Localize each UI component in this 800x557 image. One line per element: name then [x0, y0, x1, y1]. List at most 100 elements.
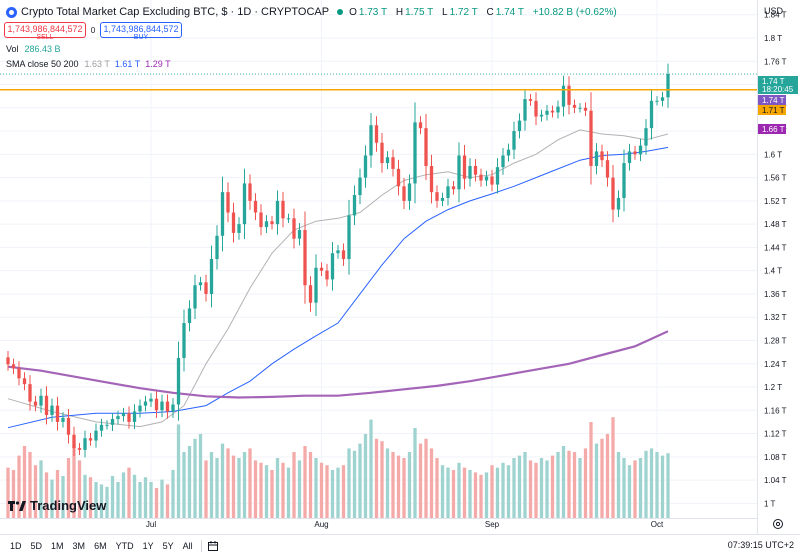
sma-legend[interactable]: SMA close 50 200 1.63 T 1.61 T 1.29 T — [6, 59, 171, 69]
volume-bar — [638, 458, 643, 518]
ohlc-values: O 1.73 T H 1.75 T L 1.72 T C 1.74 T +10.82 B… — [349, 7, 623, 18]
range-6m[interactable]: 6M — [94, 541, 107, 551]
toolbar-divider — [200, 540, 202, 552]
last-price-badge — [758, 76, 798, 94]
candle-body — [506, 149, 511, 156]
candle-body — [83, 438, 87, 450]
range-1y[interactable]: 1Y — [142, 541, 154, 551]
volume-bar — [127, 467, 131, 518]
sell-button[interactable]: 1,743,986,844,572 SELL — [4, 22, 86, 41]
volume-bar — [286, 467, 291, 518]
range-5y[interactable]: 5Y — [162, 541, 174, 551]
y-tick-label: 1.36 T — [764, 290, 787, 299]
candle-body — [594, 151, 599, 166]
volume-bar — [160, 479, 164, 518]
volume-bar — [512, 458, 516, 518]
volume-legend[interactable]: Vol 286.43 B — [6, 44, 61, 54]
candle-body — [440, 197, 445, 201]
purple-sma-badge-bg — [758, 124, 786, 134]
candle-body — [644, 128, 648, 146]
volume-bar — [264, 465, 269, 518]
range-1d[interactable]: 1D — [10, 541, 22, 551]
volume-bars — [6, 417, 670, 518]
price-axis[interactable]: 1.84 T1.8 T1.76 T1.72 T1.68 T1.64 T1.6 T… — [764, 11, 787, 509]
candle-body — [396, 168, 401, 187]
bottom-toolbar: 1D 5D 1M 3M 6M YTD 1Y 5Y All 07:39:15 UT… — [0, 534, 800, 557]
volume-bar — [479, 474, 483, 518]
candle-body — [363, 155, 368, 178]
volume-bar — [396, 455, 401, 518]
candle-body — [303, 229, 307, 286]
candle-body — [11, 364, 16, 369]
range-5d[interactable]: 5D — [30, 541, 43, 551]
candle-body — [127, 413, 131, 422]
volume-bar — [138, 482, 142, 518]
candle-body — [116, 416, 120, 420]
volume-bar — [253, 460, 258, 518]
candle-body — [572, 104, 577, 108]
buy-button[interactable]: 1,743,986,844,572 BUY — [100, 22, 182, 41]
volume-bar — [374, 438, 379, 518]
close-value: 1.74 T — [495, 6, 524, 18]
candle-body — [28, 384, 32, 402]
buy-price: 1,743,986,844,572 — [103, 24, 179, 34]
candle-body — [649, 100, 654, 129]
market-status-icon — [337, 9, 344, 15]
range-1m[interactable]: 1M — [51, 541, 64, 551]
last-price-value: 1.74 T — [762, 77, 785, 86]
candle-body — [94, 430, 98, 441]
chart-legend: Crypto Total Market Cap Excluding BTC, $… — [0, 0, 757, 80]
y-tick-label: 1.16 T — [764, 406, 787, 415]
open-value: 1.73 T — [358, 6, 388, 18]
volume-bar — [352, 450, 357, 518]
time-axis[interactable]: Jul Aug Sep Oct — [146, 520, 664, 529]
sma200-line — [7, 330, 669, 399]
volume-bar — [330, 470, 335, 518]
volume-bar — [55, 470, 60, 518]
x-tick-label: Jul — [146, 520, 156, 529]
candle-body — [286, 218, 291, 220]
candle-body — [451, 186, 456, 190]
volume-bar — [275, 458, 280, 518]
volume-bar — [22, 446, 27, 518]
candle-body — [165, 401, 170, 412]
utc-clock[interactable]: 07:39:15 UTC+2 — [727, 540, 794, 550]
horizontal-price-line[interactable] — [0, 73, 757, 91]
x-tick-label: Aug — [314, 520, 328, 529]
volume-bar — [418, 443, 423, 518]
y-tick-label: 1.24 T — [764, 360, 787, 369]
volume-bar — [341, 465, 346, 518]
volume-bar — [490, 465, 494, 518]
candle-body — [611, 177, 615, 210]
range-ytd[interactable]: YTD — [115, 541, 134, 551]
candle-body — [556, 106, 560, 113]
candle-body — [358, 177, 362, 196]
price-chart[interactable]: 1.84 T1.8 T1.76 T1.72 T1.68 T1.64 T1.6 T… — [0, 0, 800, 534]
candle-body — [336, 250, 340, 254]
spread-value: 0 — [90, 25, 96, 35]
candle-body — [402, 186, 406, 201]
candle-body — [220, 192, 225, 236]
tradingview-logo[interactable]: TradingView — [8, 498, 106, 513]
gear-icon[interactable] — [772, 518, 784, 530]
purple-sma-badge: 1.66 T — [762, 125, 785, 134]
candle-body — [330, 253, 335, 280]
candle-body — [297, 229, 302, 239]
volume-bar — [248, 448, 252, 518]
volume-bar — [506, 465, 511, 518]
candle-body — [149, 398, 153, 402]
grid-lines — [0, 0, 758, 534]
range-3m[interactable]: 3M — [72, 541, 86, 551]
candle-body — [77, 448, 82, 450]
candle-body — [50, 405, 54, 415]
candle-body — [473, 165, 478, 175]
range-all[interactable]: All — [182, 541, 193, 551]
volume-bar — [204, 460, 208, 518]
currency-label[interactable]: USD — [764, 6, 784, 16]
candle-body — [479, 174, 483, 181]
candle-body — [490, 176, 494, 185]
volume-bar — [528, 460, 533, 518]
close-label: C — [486, 6, 494, 18]
symbol-title[interactable]: Crypto Total Market Cap Excluding BTC, $… — [21, 6, 330, 18]
calendar-icon[interactable] — [207, 541, 218, 551]
